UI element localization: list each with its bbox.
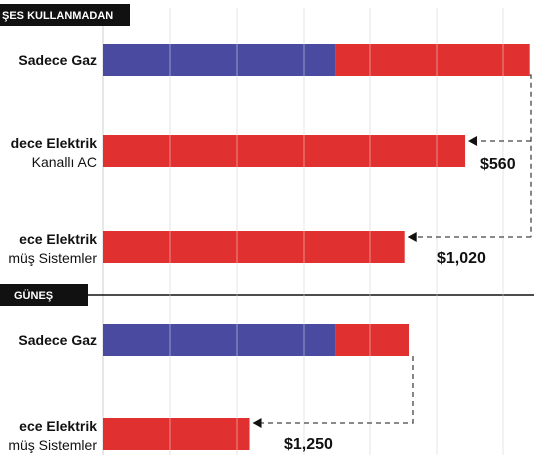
category-label: ece Elektrik: [19, 418, 97, 434]
bar-segment-gas: [103, 324, 336, 356]
arrow-head: [252, 418, 262, 428]
value-label: $1,020: [437, 250, 486, 267]
category-label: ece Elektrik: [19, 231, 97, 247]
section-header: [0, 284, 88, 306]
connector-line: [529, 74, 532, 237]
value-label: $1,250: [284, 436, 333, 453]
section-label: GÜNEŞ: [14, 289, 53, 302]
category-sublabel: müş Sistemler: [8, 250, 97, 266]
bar-segment-electric: [103, 135, 466, 167]
arrow-head: [407, 232, 417, 242]
bar-segment-electric: [335, 44, 530, 76]
bar-segment-electric: [335, 324, 410, 356]
bar-segment-gas: [103, 44, 336, 76]
category-sublabel: Kanallı AC: [32, 154, 97, 170]
section-label: ŞES KULLANMADAN: [2, 10, 113, 22]
bar-segment-electric: [103, 418, 250, 450]
value-label: $560: [480, 156, 516, 173]
arrow-head: [468, 136, 478, 146]
category-label: Sadece Gaz: [18, 332, 97, 348]
bar-segment-electric: [103, 231, 405, 263]
category-label: dece Elektrik: [11, 135, 98, 151]
connector-line: [261, 356, 414, 424]
section-header: [0, 4, 130, 26]
category-sublabel: müş Sistemler: [8, 437, 97, 453]
category-label: Sadece Gaz: [18, 52, 97, 68]
